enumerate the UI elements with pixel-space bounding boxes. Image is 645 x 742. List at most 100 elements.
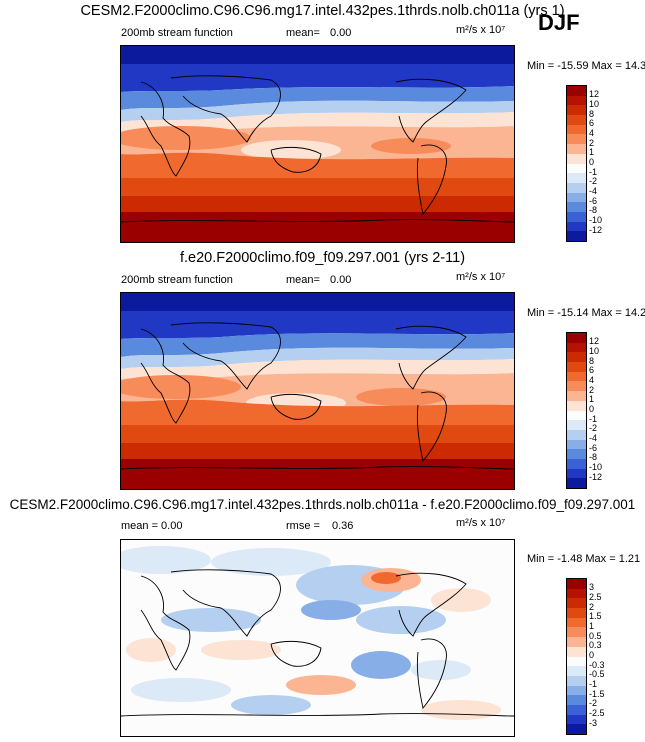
colorbar-tick-label: 2: [589, 601, 595, 612]
colorbar-segment: [567, 704, 586, 715]
colorbar-tick-label: 10: [589, 345, 600, 356]
panel3-units: m²/s x 10⁷: [456, 517, 506, 529]
colorbar-segment: [567, 153, 586, 164]
colorbar-tick-label: -4: [589, 433, 598, 444]
colorbar-segment: [567, 211, 586, 222]
panel3-minmax: Min = -1.48 Max = 1.21: [527, 553, 641, 565]
colorbar-segment: [567, 685, 586, 696]
colorbar-tick-label: 0: [589, 650, 595, 660]
colorbar-tick-label: -0.3: [589, 659, 605, 670]
colorbar-segment: [567, 627, 586, 638]
panel1-minmax: Min = -15.59 Max = 14.35: [527, 60, 645, 72]
colorbar-segment: [567, 202, 586, 212]
colorbar-tick-label: 0.3: [589, 640, 602, 651]
colorbar-tick-label: -2: [589, 176, 598, 187]
colorbar-segment: [567, 115, 586, 125]
colorbar-segment: [567, 192, 586, 203]
colorbar-tick-label: 1: [589, 394, 595, 405]
panel1-units: m²/s x 10⁷: [456, 24, 506, 36]
panel2-mean-value: 0.00: [330, 274, 352, 286]
colorbar-tick-label: -0.5: [589, 669, 605, 680]
colorbar-tick-label: 1: [589, 147, 595, 158]
colorbar-tick-label: -12: [589, 471, 603, 482]
panel3-map: [120, 539, 515, 737]
colorbar-segment: [567, 579, 586, 589]
panel1-mean-label: mean=: [286, 27, 320, 39]
colorbar-tick-label: -8: [589, 205, 598, 216]
colorbar-segment: [567, 144, 586, 154]
colorbar-segment: [567, 646, 586, 657]
colorbar-tick-label: 4: [589, 127, 595, 138]
panel2-variable-label: 200mb stream function: [121, 274, 233, 286]
colorbar-tick-label: -8: [589, 452, 598, 463]
colorbar-tick-label: -3: [589, 717, 598, 728]
colorbar-tick-label: -2: [589, 423, 598, 434]
colorbar-segment: [567, 420, 586, 430]
colorbar-tick-label: 10: [589, 98, 600, 109]
colorbar-tick-label: 4: [589, 374, 595, 385]
panel2-mean-label: mean=: [286, 274, 320, 286]
colorbar-tick-label: 2.5: [589, 591, 602, 602]
panel3-mean-label: mean = 0.00: [121, 520, 183, 532]
colorbar-segment: [567, 458, 586, 469]
colorbar-segment: [567, 134, 586, 145]
panel3-rmse-label: rmse =: [286, 520, 320, 532]
colorbar-segment: [567, 714, 586, 725]
colorbar-tick-label: 8: [589, 355, 595, 366]
season-label: DJF: [538, 10, 580, 35]
colorbar-segment: [567, 598, 586, 609]
colorbar-segment: [567, 182, 586, 193]
colorbar-segment: [567, 352, 586, 363]
colorbar-segment: [567, 439, 586, 450]
colorbar-tick-label: 1.5: [589, 611, 602, 622]
colorbar-tick-label: -1: [589, 166, 598, 177]
colorbar-segment: [567, 666, 586, 676]
colorbar-segment: [567, 362, 586, 372]
colorbar-tick-label: -12: [589, 224, 603, 235]
colorbar-tick-label: -2.5: [589, 708, 605, 719]
colorbar-tick-label: 3: [589, 582, 595, 593]
panel1-map: [120, 45, 515, 243]
colorbar-tick-label: 6: [589, 118, 595, 129]
colorbar-segment: [567, 410, 586, 421]
panel3-rmse-value: 0.36: [332, 520, 354, 532]
colorbar-segment: [567, 429, 586, 440]
colorbar-tick-label: 0: [589, 157, 595, 167]
panel2-units: m²/s x 10⁷: [456, 271, 506, 283]
colorbar-segment: [567, 468, 586, 479]
colorbar-segment: [567, 95, 586, 106]
panel3-colorbar: [566, 578, 587, 735]
panel2-map: [120, 292, 515, 490]
panel1-colorbar: [566, 85, 587, 242]
colorbar-tick-label: 2: [589, 384, 595, 395]
colorbar-segment: [567, 333, 586, 343]
colorbar-tick-label: -6: [589, 442, 598, 453]
colorbar-tick-label: 6: [589, 365, 595, 376]
colorbar-segment: [567, 124, 586, 135]
colorbar-segment: [567, 449, 586, 459]
colorbar-segment: [567, 221, 586, 232]
colorbar-segment: [567, 637, 586, 647]
colorbar-tick-label: -1: [589, 679, 598, 690]
colorbar-segment: [567, 342, 586, 353]
colorbar-segment: [567, 105, 586, 116]
colorbar-segment: [567, 695, 586, 705]
colorbar-segment: [567, 675, 586, 686]
colorbar-segment: [567, 371, 586, 382]
colorbar-tick-label: 0: [589, 404, 595, 414]
colorbar-segment: [567, 231, 586, 241]
colorbar-tick-label: -1.5: [589, 688, 605, 699]
colorbar-tick-label: 1: [589, 620, 595, 631]
colorbar-segment: [567, 608, 586, 618]
colorbar-segment: [567, 173, 586, 183]
panel2-title: f.e20.F2000climo.f09_f09.297.001 (yrs 2-…: [179, 250, 466, 266]
colorbar-tick-label: 0.5: [589, 630, 602, 641]
colorbar-segment: [567, 381, 586, 392]
colorbar-tick-label: -10: [589, 215, 603, 226]
colorbar-segment: [567, 478, 586, 488]
panel1-mean-value: 0.00: [330, 27, 352, 39]
panel3-title: CESM2.F2000climo.C96.C96.mg17.intel.432p…: [9, 497, 636, 512]
colorbar-segment: [567, 391, 586, 401]
colorbar-tick-label: -4: [589, 186, 598, 197]
colorbar-segment: [567, 724, 586, 734]
